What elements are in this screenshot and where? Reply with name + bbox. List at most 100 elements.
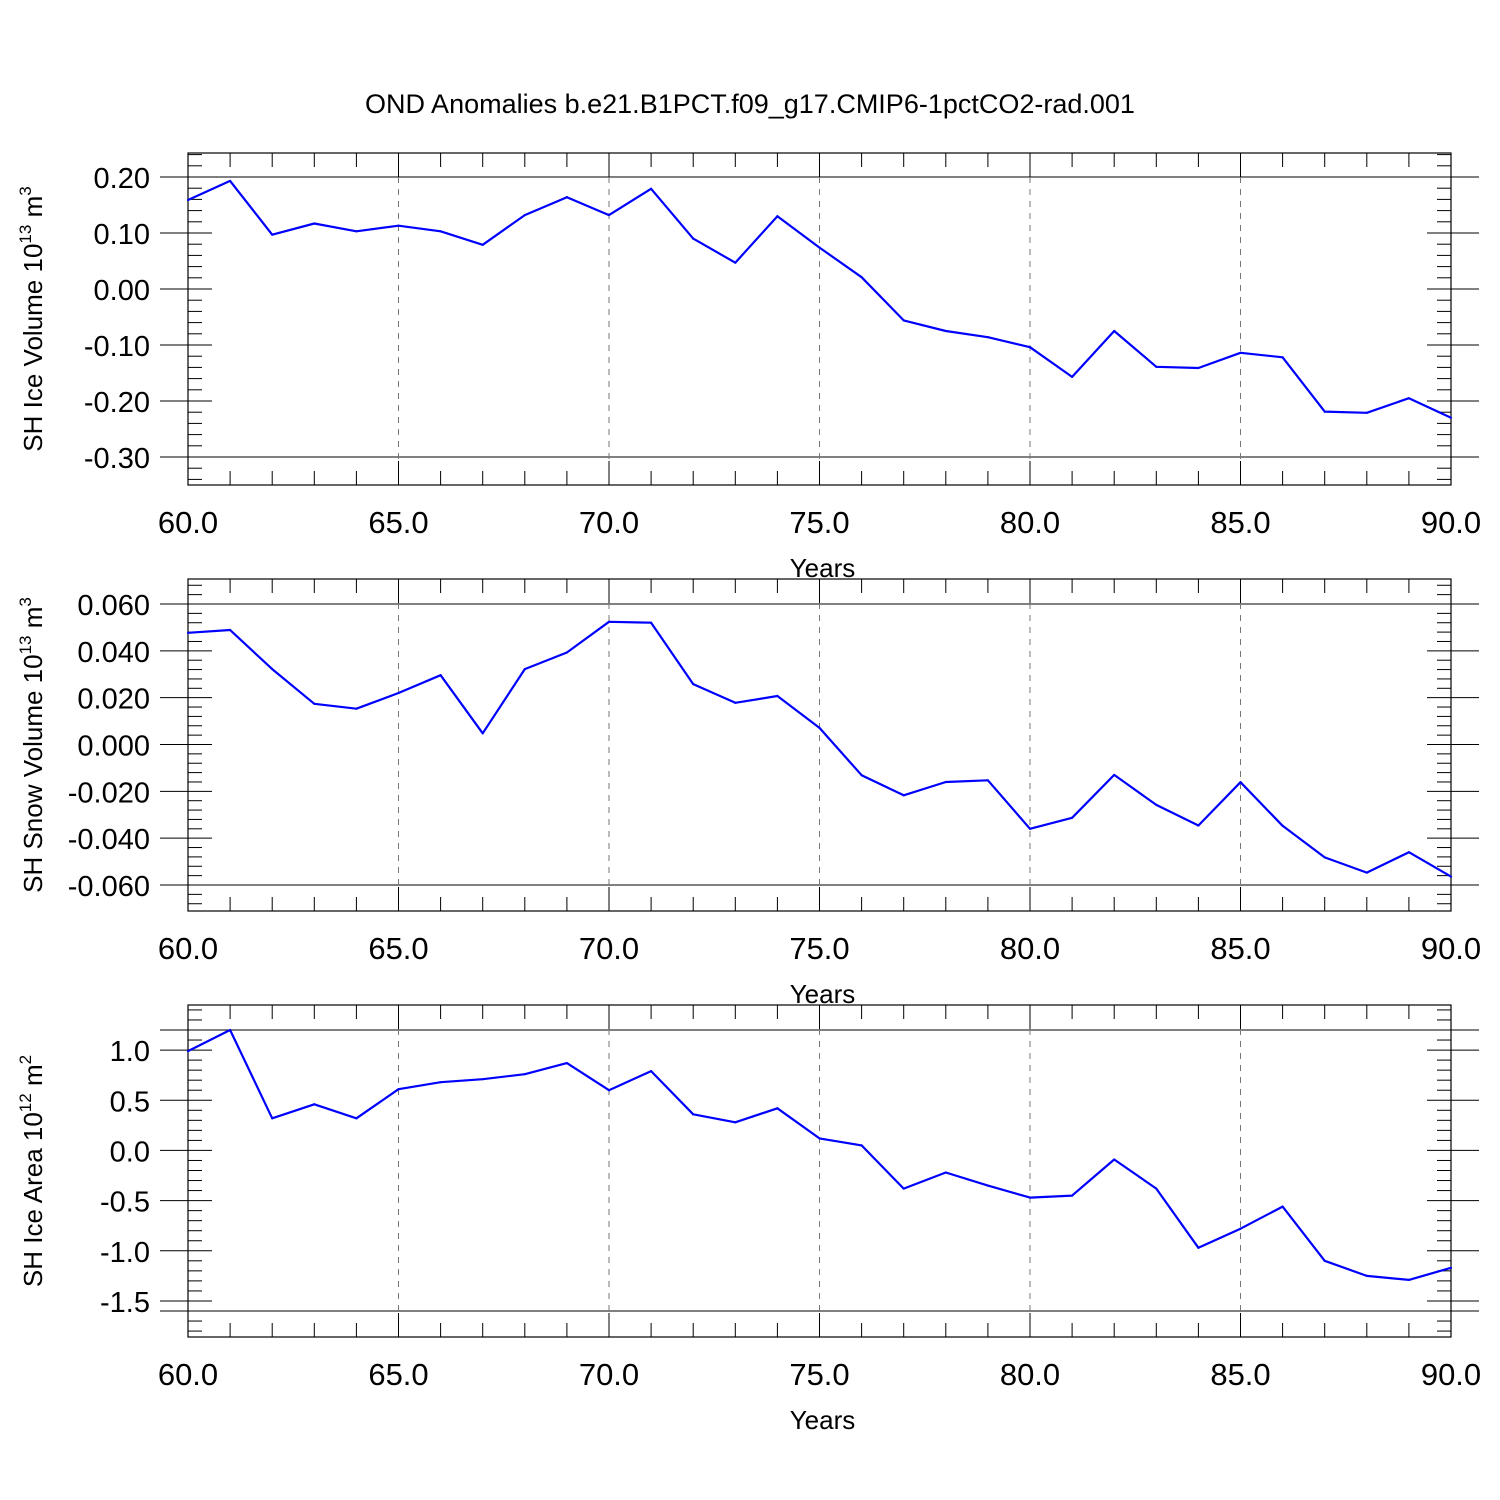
- y-tick-label: 0.00: [94, 275, 150, 307]
- data-point: [1449, 1266, 1453, 1269]
- data-point: [776, 215, 779, 218]
- data-point: [313, 222, 316, 225]
- data-point: [818, 246, 821, 249]
- y-tick-label: -0.5: [100, 1187, 150, 1219]
- y-tick-label: 0.020: [77, 684, 150, 716]
- y-axis-label-main: SH Ice Volume 10: [18, 244, 48, 452]
- data-point: [439, 674, 442, 677]
- y-axis-label-unit-sup: 3: [16, 186, 35, 195]
- data-point: [734, 261, 737, 264]
- y-tick-label: -0.040: [68, 824, 150, 856]
- data-point: [523, 667, 526, 671]
- data-point: [313, 1103, 316, 1106]
- data-point: [1028, 827, 1032, 830]
- x-tick-label: 60.0: [158, 505, 218, 540]
- data-point: [1197, 1246, 1200, 1249]
- x-tick-label: 65.0: [368, 1357, 428, 1392]
- y-tick-label: -0.20: [84, 387, 150, 419]
- data-point: [271, 1117, 274, 1120]
- data-point: [1113, 773, 1116, 777]
- data-point: [818, 726, 821, 729]
- figure-title: OND Anomalies b.e21.B1PCT.f09_g17.CMIP6-…: [365, 89, 1135, 119]
- data-point: [229, 179, 232, 183]
- x-axis-label: Years: [790, 1405, 856, 1435]
- data-point: [734, 1121, 737, 1124]
- data-point: [186, 1049, 190, 1053]
- data-point: [1407, 397, 1410, 400]
- data-point: [481, 1078, 484, 1081]
- data-point: [313, 702, 316, 705]
- data-point: [397, 691, 400, 695]
- data-point: [523, 213, 526, 217]
- data-point: [986, 336, 990, 339]
- y-axis-label-main: SH Snow Volume 10: [18, 654, 48, 892]
- x-tick-label: 75.0: [789, 505, 849, 540]
- data-point: [1071, 1194, 1074, 1197]
- data-point: [229, 628, 232, 632]
- data-point: [1365, 1274, 1368, 1277]
- x-tick-label: 70.0: [579, 931, 639, 966]
- y-tick-label: -1.5: [100, 1287, 150, 1319]
- data-point: [565, 1062, 569, 1065]
- data-point: [481, 243, 484, 246]
- data-point: [607, 213, 611, 217]
- data-point: [1449, 416, 1453, 419]
- y-tick-label: -1.0: [100, 1237, 150, 1269]
- data-point: [1113, 329, 1116, 333]
- data-point: [565, 196, 569, 199]
- data-point: [1071, 375, 1074, 379]
- x-tick-label: 75.0: [789, 931, 849, 966]
- data-point: [776, 1107, 779, 1110]
- data-point: [607, 620, 611, 623]
- y-tick-label: 0.5: [110, 1086, 150, 1118]
- data-point: [1028, 1196, 1032, 1199]
- data-point: [944, 329, 947, 333]
- data-point: [1281, 356, 1284, 359]
- y-axis-label-main: SH Ice Area 10: [18, 1112, 48, 1287]
- chart-panel-3: 60.0 65.0 70.0 75.0 80.0 85.0 90.0 Years 1.0 0.5 0…: [16, 1004, 1481, 1435]
- data-point: [1155, 803, 1158, 807]
- y-axis-label-unit: m: [18, 196, 48, 225]
- data-point: [1281, 1205, 1284, 1208]
- data-point: [1407, 1278, 1410, 1281]
- y-tick-label: -0.060: [68, 871, 150, 903]
- data-point: [397, 224, 400, 227]
- y-axis-label-unit: m: [18, 1064, 48, 1093]
- y-tick-label: 1.0: [110, 1036, 150, 1068]
- data-point: [271, 667, 274, 671]
- data-point: [986, 779, 990, 782]
- y-axis-label: SH Ice Area 1012 m2: [16, 1055, 48, 1287]
- data-point: [439, 230, 442, 233]
- data-point: [1028, 346, 1032, 349]
- data-point: [229, 1028, 232, 1032]
- y-axis-label: SH Ice Volume 1013 m3: [16, 186, 48, 451]
- data-point: [1239, 781, 1242, 784]
- data-point: [1113, 1158, 1116, 1161]
- x-tick-label: 70.0: [579, 505, 639, 540]
- data-point: [1323, 856, 1326, 859]
- data-point: [1071, 816, 1074, 819]
- data-point: [944, 1171, 947, 1174]
- x-tick-label: 80.0: [1000, 505, 1060, 540]
- data-point: [186, 198, 190, 202]
- y-tick-label: 0.20: [94, 163, 150, 195]
- x-axis-label: Years: [790, 979, 856, 1009]
- data-point: [565, 651, 569, 654]
- x-tick-label: 90.0: [1421, 931, 1481, 966]
- x-tick-label: 70.0: [579, 1357, 639, 1392]
- x-tick-label: 90.0: [1421, 505, 1481, 540]
- data-point: [986, 1184, 990, 1187]
- data-point: [650, 187, 653, 190]
- y-axis-label-sup: 13: [16, 635, 35, 654]
- chart-panels: 60.0 65.0 70.0 75.0 80.0 85.0 90.0 Years 0.20 0.1…: [16, 152, 1481, 1435]
- data-point: [1239, 1227, 1242, 1230]
- y-axis-label-unit-sup: 3: [16, 597, 35, 606]
- data-point: [481, 732, 484, 735]
- data-point: [523, 1073, 526, 1076]
- x-tick-label: 60.0: [158, 1357, 218, 1392]
- data-point: [1323, 1259, 1326, 1262]
- data-point: [1407, 851, 1410, 854]
- data-point: [355, 230, 358, 233]
- y-axis-label-sup: 13: [16, 225, 35, 244]
- y-axis-label: SH Snow Volume 1013 m3: [16, 597, 48, 893]
